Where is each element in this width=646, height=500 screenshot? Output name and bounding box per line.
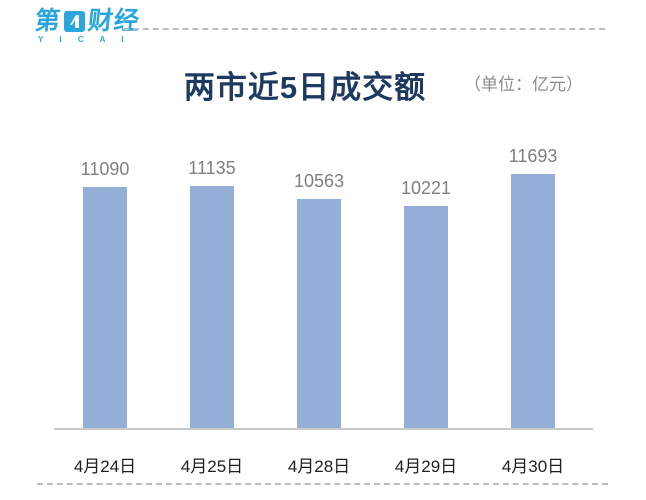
yicai-one-icon bbox=[64, 10, 86, 32]
bar-4月24日 bbox=[83, 187, 127, 429]
chart-title: 两市近5日成交额 bbox=[183, 70, 427, 105]
x-axis-label: 4月29日 bbox=[394, 457, 458, 476]
bar-value-label: 10221 bbox=[400, 178, 452, 198]
x-axis-label: 4月24日 bbox=[73, 457, 137, 476]
logo-subtext: Y I C A I bbox=[38, 35, 131, 44]
bar-value-label: 11135 bbox=[188, 158, 236, 178]
x-axis-baseline bbox=[54, 428, 593, 430]
bar-4月25日 bbox=[190, 186, 234, 429]
bar-4月29日 bbox=[404, 206, 448, 429]
bar-value-label: 10563 bbox=[293, 171, 345, 191]
x-axis-label: 4月28日 bbox=[287, 457, 351, 476]
bar-4月28日 bbox=[297, 199, 341, 429]
bar-4月30日 bbox=[511, 174, 555, 429]
x-axis-label: 4月25日 bbox=[180, 457, 244, 476]
bar-value-label: 11693 bbox=[508, 146, 558, 166]
bar-plot: 11090 11135 10563 10221 11693 bbox=[80, 146, 558, 429]
bar-value-label: 11090 bbox=[80, 159, 130, 179]
bottom-dashed-divider bbox=[37, 483, 608, 485]
top-dashed-divider bbox=[123, 28, 605, 30]
yicai-logo: 第 财经 Y I C A I bbox=[34, 7, 142, 44]
x-axis-label: 4月30日 bbox=[501, 457, 565, 476]
unit-label: （单位：亿元） bbox=[464, 75, 583, 94]
